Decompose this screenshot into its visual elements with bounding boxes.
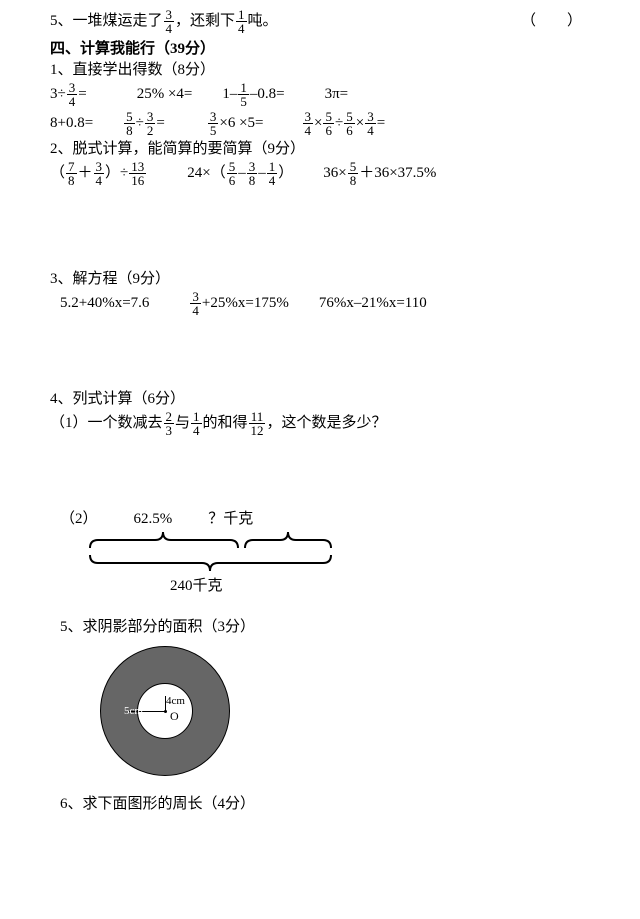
expr: ＋36×37.5% bbox=[359, 163, 436, 184]
fraction: 58 bbox=[124, 110, 135, 137]
fraction: 78 bbox=[66, 160, 77, 187]
text: ，这个数是多少？ bbox=[267, 413, 387, 434]
p4-q1: （1）一个数减去 23 与 14 的和得 1112 ，这个数是多少？ bbox=[50, 410, 590, 437]
expr: = bbox=[156, 113, 164, 134]
fraction: 14 bbox=[191, 410, 202, 437]
bracket-diagram bbox=[80, 530, 340, 600]
equation: 5.2+40%x=7.6 bbox=[60, 293, 149, 314]
expr: （ bbox=[50, 163, 65, 184]
equation: +25%x=175% bbox=[202, 293, 289, 314]
op: ＋ bbox=[78, 163, 93, 184]
op: – bbox=[238, 163, 246, 184]
expr: ）÷ bbox=[105, 163, 128, 184]
fraction: 32 bbox=[145, 110, 156, 137]
fraction: 34 bbox=[94, 160, 105, 187]
p5-title: 5、求阴影部分的面积（3分） bbox=[60, 617, 590, 638]
fraction: 23 bbox=[164, 410, 175, 437]
op: ÷ bbox=[136, 113, 144, 134]
spacer bbox=[50, 776, 590, 794]
donut-figure: 4cm 5cm O bbox=[100, 646, 230, 776]
p3-title: 3、解方程（9分） bbox=[50, 269, 590, 290]
fraction: 38 bbox=[247, 160, 258, 187]
answer-paren: （ ） bbox=[521, 11, 590, 32]
spacer bbox=[50, 189, 590, 269]
fraction: 34 bbox=[164, 8, 175, 35]
q2-pct: 62.5% bbox=[134, 509, 173, 530]
expr: ） bbox=[278, 163, 293, 184]
expr: 25% ×4= bbox=[137, 84, 193, 105]
fraction: 34 bbox=[190, 290, 201, 317]
fraction: 14 bbox=[236, 8, 247, 35]
expr: 36× bbox=[323, 163, 346, 184]
spacer bbox=[50, 319, 590, 389]
p2-row: （ 78 ＋ 34 ）÷ 1316 24×（ 56 – 38 – 14 ） 36… bbox=[50, 160, 590, 187]
fraction: 56 bbox=[344, 110, 355, 137]
fraction: 56 bbox=[227, 160, 238, 187]
expr: 1– bbox=[222, 84, 237, 105]
center-dot bbox=[164, 710, 167, 713]
text: （1）一个数减去 bbox=[50, 413, 163, 434]
fraction: 34 bbox=[303, 110, 314, 137]
fraction: 1316 bbox=[129, 160, 146, 187]
fraction: 35 bbox=[208, 110, 219, 137]
expr: 3π= bbox=[325, 84, 349, 105]
expr: 3÷ bbox=[50, 84, 66, 105]
fraction: 1112 bbox=[249, 410, 266, 437]
fraction: 56 bbox=[323, 110, 334, 137]
expr: 24×（ bbox=[187, 163, 225, 184]
expr: 8+0.8= bbox=[50, 113, 93, 134]
p4-title: 4、列式计算（6分） bbox=[50, 389, 590, 410]
expr: ×6 ×5= bbox=[219, 113, 263, 134]
op: – bbox=[258, 163, 266, 184]
spacer bbox=[50, 439, 590, 509]
section-4-title: 四、计算我能行（39分） bbox=[50, 39, 590, 60]
p1-row1: 3÷ 34 = 25% ×4= 1– 15 –0.8= 3π= bbox=[50, 81, 590, 108]
p1-title: 1、直接学出得数（8分） bbox=[50, 60, 590, 81]
p3-row: 5.2+40%x=7.6 34 +25%x=175% 76%x–21%x=110 bbox=[60, 290, 590, 317]
fraction: 34 bbox=[365, 110, 376, 137]
fraction: 34 bbox=[67, 81, 78, 108]
expr: –0.8= bbox=[250, 84, 285, 105]
p6-title: 6、求下面图形的周长（4分） bbox=[60, 794, 590, 815]
text: 的和得 bbox=[203, 413, 248, 434]
fraction: 58 bbox=[348, 160, 359, 187]
bracket-svg bbox=[80, 530, 340, 600]
op: × bbox=[314, 113, 322, 134]
p1-row2: 8+0.8= 58 ÷ 32 = 35 ×6 ×5= 34 × 56 ÷ 56 … bbox=[50, 110, 590, 137]
expr: = bbox=[78, 84, 86, 105]
expr: = bbox=[377, 113, 385, 134]
question-5: 5、一堆煤运走了 34 ，还剩下 14 吨。 （ ） bbox=[50, 8, 590, 35]
q5-prefix: 5、一堆煤运走了 bbox=[50, 11, 163, 32]
op: ÷ bbox=[335, 113, 343, 134]
text: 与 bbox=[175, 413, 190, 434]
fraction: 14 bbox=[267, 160, 278, 187]
q5-suffix: 吨。 bbox=[248, 11, 278, 32]
q2-unknown: ？千克 bbox=[208, 509, 253, 530]
fraction: 15 bbox=[238, 81, 249, 108]
label-O: O bbox=[170, 708, 179, 725]
q5-mid: ，还剩下 bbox=[175, 11, 235, 32]
p4-q2-labels: （2） 62.5% ？千克 bbox=[110, 509, 590, 530]
op: × bbox=[356, 113, 364, 134]
q2-label: （2） bbox=[60, 509, 98, 530]
equation: 76%x–21%x=110 bbox=[319, 293, 427, 314]
label-5cm: 5cm bbox=[124, 704, 143, 719]
p2-title: 2、脱式计算，能简算的要简算（9分） bbox=[50, 139, 590, 160]
